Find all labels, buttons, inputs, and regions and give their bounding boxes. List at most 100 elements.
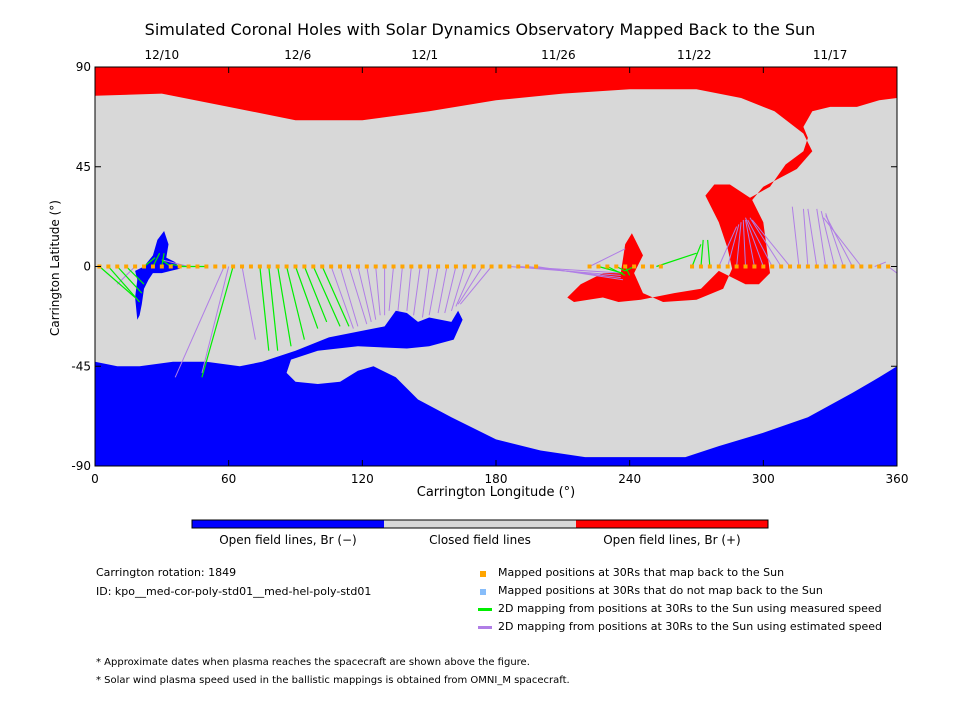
mapped-position-marker <box>498 264 503 269</box>
mapped-position-marker <box>788 264 793 269</box>
mapped-position-marker <box>850 264 855 269</box>
mapped-position-marker <box>752 264 757 269</box>
mapped-position-marker <box>293 264 298 269</box>
estimated-speed-mapping-line <box>874 261 887 267</box>
x-tick-label: 60 <box>221 472 236 486</box>
estimated-speed-mapping-line <box>450 266 466 311</box>
estimated-speed-mapping-line <box>421 266 430 318</box>
small-negative-coronal-hole <box>135 231 180 320</box>
estimated-speed-mapping-line <box>825 215 853 267</box>
mapped-position-marker <box>338 264 343 269</box>
x-tick-label: 240 <box>618 472 641 486</box>
measured-speed-mapping-line <box>107 266 141 303</box>
mapped-position-marker <box>311 264 316 269</box>
measured-speed-mapping-line <box>303 266 328 323</box>
mapped-position-marker <box>284 264 289 269</box>
colorbar-closed <box>384 520 576 528</box>
date-tick-label: 12/10 <box>145 48 180 62</box>
estimated-speed-mapping-line <box>745 219 755 267</box>
mapped-position-marker <box>886 264 891 269</box>
mapped-position-marker <box>418 264 423 269</box>
mapped-position-marker <box>329 264 334 269</box>
measured-speed-mapping-line <box>294 266 319 329</box>
estimated-speed-mapping-line <box>428 266 439 316</box>
measured-speed-mapping-line <box>321 266 350 327</box>
mapped-position-marker <box>805 264 810 269</box>
mapped-position-marker <box>320 264 325 269</box>
estimated-speed-mapping-line <box>330 266 354 329</box>
mapped-position-marker <box>841 264 846 269</box>
mapped-position-marker <box>159 264 164 269</box>
colorbar-label-closed: Closed field lines <box>429 533 531 547</box>
estimated-speed-mapping-line <box>406 266 412 311</box>
legend-swatch-unmapped <box>480 589 486 595</box>
legend-swatch-measured <box>478 608 492 611</box>
footnote-dates: * Approximate dates when plasma reaches … <box>96 657 530 668</box>
mapped-position-marker <box>346 264 351 269</box>
measured-speed-mapping-line <box>607 265 626 276</box>
mapped-position-marker <box>859 264 864 269</box>
mapped-position-marker <box>877 264 882 269</box>
mapped-position-marker <box>658 264 663 269</box>
mapped-position-marker <box>734 264 739 269</box>
measured-speed-mapping-line <box>656 252 697 268</box>
mapped-position-marker <box>124 264 129 269</box>
south-negative-coronal-hole <box>95 310 897 466</box>
date-tick-label: 12/6 <box>284 48 311 62</box>
mapped-position-marker <box>725 264 730 269</box>
estimated-speed-mapping-line <box>718 226 738 267</box>
estimated-speed-mapping-line <box>727 224 740 267</box>
y-tick-label: 45 <box>76 160 91 174</box>
mapped-position-marker <box>168 264 173 269</box>
mapped-position-marker <box>302 264 307 269</box>
mapped-position-marker <box>177 264 182 269</box>
colorbar-positive <box>576 520 768 528</box>
mapped-position-marker <box>832 264 837 269</box>
measured-speed-mapping-line <box>99 266 136 298</box>
estimated-speed-mapping-line <box>589 248 626 267</box>
mapped-position-marker <box>150 264 155 269</box>
measured-speed-mapping-line <box>116 266 143 294</box>
x-tick-label: 300 <box>752 472 775 486</box>
estimated-speed-mapping-line <box>413 266 421 316</box>
estimated-speed-mapping-line <box>747 219 773 267</box>
mapped-position-marker <box>743 264 748 269</box>
footnote-speed: * Solar wind plasma speed used in the ba… <box>96 675 570 686</box>
legend-label-estimated: 2D mapping from positions at 30Rs to the… <box>498 620 883 633</box>
mapped-position-marker <box>444 264 449 269</box>
measured-speed-mapping-line <box>125 266 145 285</box>
mapped-position-marker <box>525 264 530 269</box>
colorbar-frame <box>191 519 769 529</box>
legend-label-unmapped: Mapped positions at 30Rs that do not map… <box>498 584 823 597</box>
mapped-position-marker <box>382 264 387 269</box>
measured-speed-mapping-line <box>201 266 234 378</box>
measured-speed-mapping-line <box>691 244 702 267</box>
estimated-speed-mapping-line <box>736 222 742 267</box>
mapped-position-marker <box>373 264 378 269</box>
mapped-position-marker <box>248 264 253 269</box>
mapped-position-marker <box>587 264 592 269</box>
estimated-speed-mapping-line <box>459 266 492 305</box>
legend-swatch-estimated <box>478 626 492 629</box>
mapped-position-marker <box>596 264 601 269</box>
x-tick-label: 120 <box>351 472 374 486</box>
mapped-position-marker <box>222 264 227 269</box>
mapped-position-marker <box>257 264 262 269</box>
legend-label-mapped: Mapped positions at 30Rs that map back t… <box>498 566 785 579</box>
mapped-position-marker <box>115 264 120 269</box>
mapped-position-marker <box>641 264 646 269</box>
x-tick-label: 360 <box>886 472 909 486</box>
estimated-speed-mapping-line <box>455 266 475 307</box>
mapped-position-marker <box>106 264 111 269</box>
mapped-position-marker <box>436 264 441 269</box>
y-tick-label: -90 <box>71 459 91 473</box>
estimated-speed-mapping-line <box>397 266 403 311</box>
colorbar-label-positive: Open field lines, Br (+) <box>603 533 741 547</box>
estimated-speed-mapping-line <box>348 266 368 325</box>
estimated-speed-mapping-line <box>388 266 395 311</box>
carrington-rotation: Carrington rotation: 1849 <box>96 566 237 579</box>
mapped-position-marker <box>614 264 619 269</box>
mapped-position-marker <box>605 264 610 269</box>
